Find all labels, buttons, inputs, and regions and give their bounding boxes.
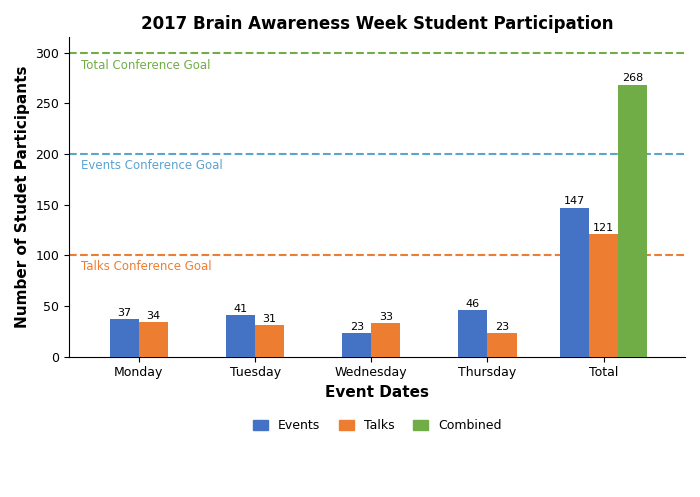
- Title: 2017 Brain Awareness Week Student Participation: 2017 Brain Awareness Week Student Partic…: [141, 15, 613, 33]
- Text: 33: 33: [379, 312, 393, 322]
- Text: 31: 31: [262, 314, 276, 324]
- X-axis label: Event Dates: Event Dates: [325, 385, 429, 400]
- Bar: [560, 208, 589, 357]
- Bar: [371, 323, 400, 357]
- Text: 34: 34: [146, 311, 160, 321]
- Text: Events Conference Goal: Events Conference Goal: [81, 159, 223, 172]
- Text: Total Conference Goal: Total Conference Goal: [81, 59, 211, 72]
- Text: 23: 23: [495, 322, 509, 332]
- Legend: Events, Talks, Combined: Events, Talks, Combined: [248, 414, 507, 437]
- Bar: [618, 85, 648, 357]
- Text: 121: 121: [593, 223, 614, 233]
- Bar: [255, 326, 284, 357]
- Y-axis label: Number of Studet Participants: Number of Studet Participants: [15, 66, 30, 329]
- Bar: [110, 319, 139, 357]
- Text: 41: 41: [234, 304, 248, 314]
- Text: 46: 46: [466, 299, 480, 309]
- Text: 37: 37: [118, 308, 132, 318]
- Bar: [487, 333, 517, 357]
- Bar: [458, 310, 487, 357]
- Bar: [226, 315, 255, 357]
- Text: 147: 147: [564, 196, 585, 206]
- Bar: [342, 333, 371, 357]
- Text: Talks Conference Goal: Talks Conference Goal: [81, 260, 212, 273]
- Text: 23: 23: [350, 322, 364, 332]
- Bar: [139, 322, 168, 357]
- Bar: [589, 234, 618, 357]
- Text: 268: 268: [622, 74, 643, 83]
